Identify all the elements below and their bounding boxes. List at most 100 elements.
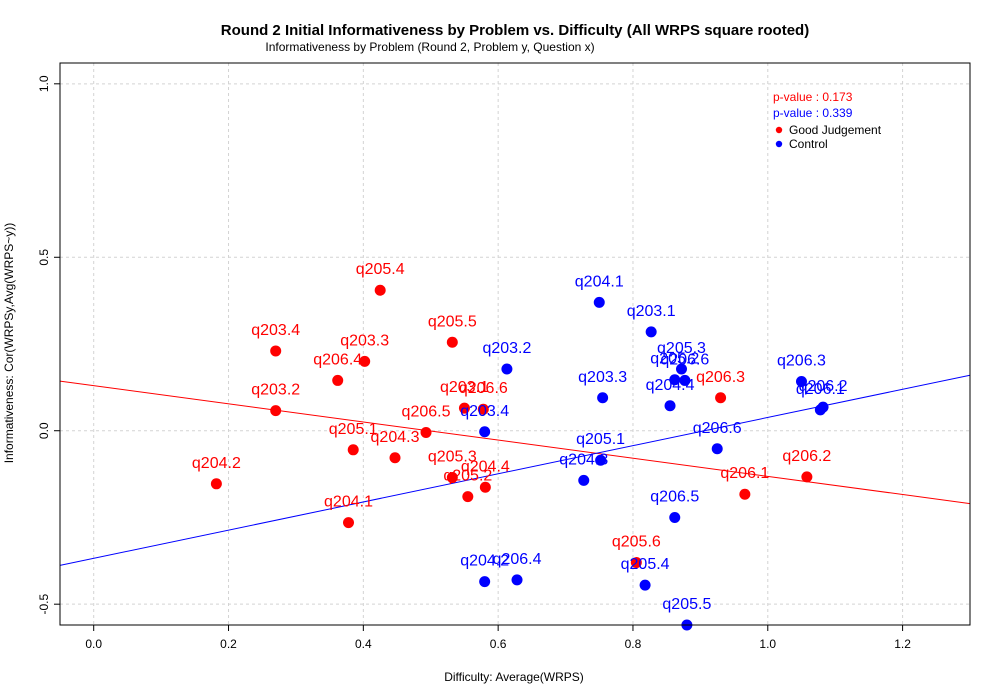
point-label-good-judgement: q203.3 xyxy=(340,332,389,349)
point-good-judgement xyxy=(479,481,491,493)
point-label-control: q206.5 xyxy=(650,488,699,505)
point-label-control: q203.3 xyxy=(578,369,627,386)
point-label-good-judgement: q203.2 xyxy=(251,382,300,399)
legend-marker-good-judgement xyxy=(775,126,783,134)
point-label-good-judgement: q204.4 xyxy=(461,458,510,475)
chart-subtitle: Informativeness by Problem (Round 2, Pro… xyxy=(265,40,594,54)
point-label-control: q206.4 xyxy=(493,551,542,568)
point-good-judgement xyxy=(446,336,458,348)
point-control xyxy=(679,374,691,386)
x-tick-label: 0.8 xyxy=(625,637,642,651)
point-good-judgement xyxy=(343,517,355,529)
y-tick-label: -0.5 xyxy=(37,594,51,615)
legend: p-value : 0.173 p-value : 0.339 Good Jud… xyxy=(773,90,882,151)
y-tick-label: 0.0 xyxy=(37,422,51,439)
y-tick-label: 1.0 xyxy=(37,75,51,92)
point-good-judgement xyxy=(739,488,751,500)
point-label-control: q205.3 xyxy=(657,340,706,357)
point-good-judgement xyxy=(374,284,386,296)
point-control xyxy=(795,375,807,387)
data-points xyxy=(210,284,829,631)
point-good-judgement xyxy=(270,405,282,417)
point-label-control: q204.4 xyxy=(646,377,695,394)
point-label-control: q204.1 xyxy=(575,273,624,290)
x-tick-label: 0.6 xyxy=(490,637,507,651)
x-tick-label: 0.4 xyxy=(355,637,372,651)
point-label-control: q205.4 xyxy=(621,556,670,573)
point-control xyxy=(669,374,681,386)
point-label-control: q203.2 xyxy=(482,340,531,357)
point-control xyxy=(639,579,651,591)
point-control xyxy=(501,363,513,375)
point-label-control: q205.1 xyxy=(576,431,625,448)
point-label-control: q203.4 xyxy=(460,403,509,420)
point-control xyxy=(479,576,491,588)
point-label-control: q205.2 xyxy=(650,351,699,368)
legend-marker-control xyxy=(775,140,783,148)
point-good-judgement xyxy=(458,402,470,414)
point-control xyxy=(593,296,605,308)
x-axis: 0.0 0.2 0.4 0.6 0.8 1.0 1.2 xyxy=(85,625,911,651)
point-label-good-judgement: q204.3 xyxy=(371,429,420,446)
point-label-good-judgement: q206.1 xyxy=(720,465,769,482)
grid xyxy=(60,63,970,625)
point-good-judgement xyxy=(210,478,222,490)
legend-label-good-judgement: Good Judgement xyxy=(789,123,882,137)
point-control xyxy=(645,326,657,338)
x-tick-label: 0.0 xyxy=(85,637,102,651)
point-label-good-judgement: q206.2 xyxy=(782,448,831,465)
x-tick-label: 1.0 xyxy=(759,637,776,651)
point-control xyxy=(669,511,681,523)
point-good-judgement xyxy=(477,403,489,415)
point-good-judgement xyxy=(270,345,282,357)
point-label-good-judgement: q205.6 xyxy=(612,534,661,551)
point-label-good-judgement: q206.3 xyxy=(696,369,745,386)
point-control xyxy=(578,474,590,486)
point-control xyxy=(597,392,609,404)
point-labels: q205.4 q203.4 q203.3 q205.5 q206.4 q203.2 q203… xyxy=(192,261,848,613)
point-good-judgement xyxy=(359,355,371,367)
point-label-control: q206.6 xyxy=(693,420,742,437)
point-control xyxy=(664,400,676,412)
point-good-judgement xyxy=(332,374,344,386)
point-good-judgement xyxy=(446,472,458,484)
point-good-judgement xyxy=(801,471,813,483)
point-label-control: q206.2 xyxy=(799,378,848,395)
point-label-control: q204.3 xyxy=(559,451,608,468)
point-label-good-judgement: q204.2 xyxy=(192,455,241,472)
point-label-control: q205.5 xyxy=(662,596,711,613)
point-good-judgement xyxy=(347,444,359,456)
point-label-good-judgement: q206.5 xyxy=(402,403,451,420)
point-control xyxy=(595,454,607,466)
point-good-judgement xyxy=(420,426,432,438)
point-label-good-judgement: q204.1 xyxy=(324,494,373,511)
point-label-control: q206.3 xyxy=(777,352,826,369)
y-tick-label: 0.5 xyxy=(37,249,51,266)
fit-line-good-judgement xyxy=(59,380,971,505)
chart-title: Round 2 Initial Informativeness by Probl… xyxy=(221,22,809,39)
point-good-judgement xyxy=(715,392,727,404)
point-label-control: q203.1 xyxy=(627,303,676,320)
point-label-good-judgement: q205.4 xyxy=(356,261,405,278)
p-value-good-judgement: p-value : 0.173 xyxy=(773,90,853,104)
point-label-good-judgement: q205.1 xyxy=(329,421,378,438)
point-control xyxy=(511,574,523,586)
point-label-good-judgement: q203.4 xyxy=(251,322,300,339)
point-label-good-judgement: q206.4 xyxy=(313,351,362,368)
point-control xyxy=(675,363,687,375)
x-tick-label: 0.2 xyxy=(220,637,237,651)
plot-frame xyxy=(59,62,971,626)
point-label-good-judgement: q205.3 xyxy=(428,449,477,466)
point-control xyxy=(814,404,826,416)
y-axis: -0.5 0.0 0.5 1.0 xyxy=(37,75,60,615)
p-value-control: p-value : 0.339 xyxy=(773,106,853,120)
point-good-judgement xyxy=(630,557,642,569)
point-label-good-judgement: q205.2 xyxy=(443,468,492,485)
point-control xyxy=(711,443,723,455)
point-label-good-judgement: q206.6 xyxy=(459,380,508,397)
x-tick-label: 1.2 xyxy=(894,637,911,651)
point-label-good-judgement: q203.1 xyxy=(440,379,489,396)
x-axis-label: Difficulty: Average(WRPS) xyxy=(444,670,584,684)
point-good-judgement xyxy=(389,452,401,464)
point-label-control: q206.1 xyxy=(796,381,845,398)
